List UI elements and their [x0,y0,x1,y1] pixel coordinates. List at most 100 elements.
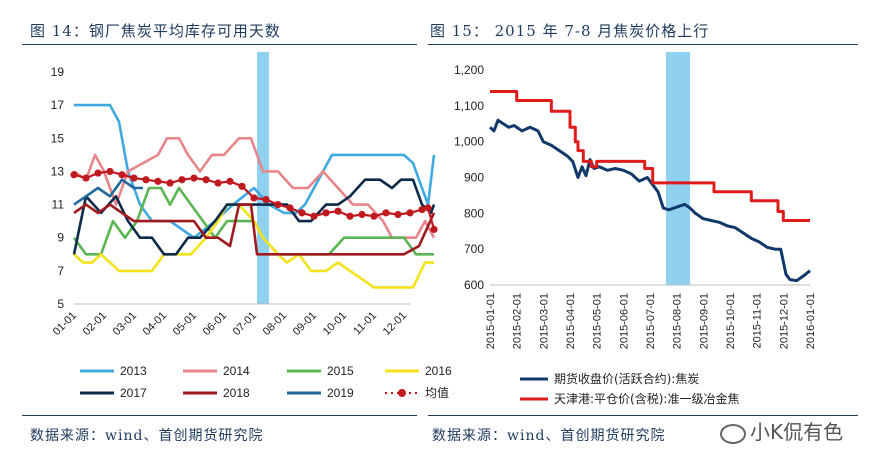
left-legend-label: 2019 [327,386,354,400]
left-x-tick-label: 11-01 [351,310,379,338]
right-series-line-0 [488,118,811,283]
left-series-point-均值 [70,171,78,179]
right-title-rule [428,44,858,45]
left-series-point-均值 [238,182,246,190]
left-series-point-均值 [94,169,102,177]
left-series-point-均值 [406,209,414,217]
left-legend-label: 2017 [120,386,147,400]
left-legend-swatch-marker [398,389,406,397]
right-x-tick-label: 2015-09-01 [698,293,710,349]
left-series-point-均值 [346,212,354,220]
left-x-tick-label: 07-01 [231,310,259,338]
left-series-point-均值 [430,225,438,234]
left-y-tick-label: 11 [52,198,65,212]
left-y-tick-label: 7 [57,264,64,278]
left-legend-label: 2015 [327,364,354,378]
left-series-point-均值 [226,177,234,185]
right-x-tick-label: 2015-04-01 [565,293,577,349]
left-series-point-均值 [82,174,90,182]
left-series-point-均值 [334,207,342,215]
right-legend-label: 天津港:平仓价(含税):准一级冶金焦 [554,391,739,406]
left-series-point-均值 [106,167,114,176]
right-x-tick-label: 2016-01-01 [805,293,817,349]
wechat-icon [720,423,746,444]
left-legend-label: 2014 [223,364,250,378]
left-series-point-均值 [154,177,162,185]
left-series-point-均值 [130,174,138,182]
left-series-point-均值 [424,204,432,212]
left-x-tick-label: 04-01 [141,310,169,338]
left-series-point-均值 [178,176,186,184]
right-x-tick-label: 2015-01-01 [485,293,497,349]
left-series-point-均值 [118,171,126,179]
left-y-tick-label: 17 [51,98,65,112]
left-x-tick-label: 12-01 [381,310,409,338]
right-y-tick-label: 900 [464,171,484,185]
right-x-tick-label: 2015-02-01 [512,293,524,349]
left-y-tick-label: 15 [51,131,65,145]
left-series-point-均值 [286,204,294,212]
left-series-point-均值 [322,209,330,217]
left-series-point-均值 [370,212,378,220]
left-series-point-均值 [274,200,282,209]
left-highlight-band [257,52,269,304]
left-x-tick-label: 10-01 [321,310,349,338]
watermark: 小K侃有色 [720,416,843,445]
left-x-tick-label: 06-01 [201,310,229,338]
left-series-line-2018 [73,203,436,256]
left-series-line-2015 [72,186,434,256]
left-series-point-均值 [418,205,426,214]
right-y-tick-label: 800 [464,206,484,220]
right-y-tick-label: 700 [464,242,484,256]
left-series-point-均值 [394,210,402,219]
right-source-note: 数据来源：wind、首创期货研究院 [432,428,666,444]
left-x-tick-label: 08-01 [261,310,289,338]
left-y-tick-label: 5 [57,297,64,311]
right-x-tick-label: 2015-05-01 [592,293,604,349]
right-y-tick-label: 1,200 [454,63,484,77]
right-highlight-band [666,52,690,285]
left-source-rule [22,415,417,416]
right-legend-label: 期货收盘价(活跃合约):焦炭 [554,371,699,386]
left-series-point-均值 [190,174,198,182]
left-series-point-均值 [262,196,270,204]
left-title-rule [22,44,417,45]
left-series-line-2019 [73,178,143,206]
right-x-tick-label: 2015-06-01 [618,293,630,349]
left-series-point-均值 [166,179,174,187]
right-y-tick-label: 1,000 [454,135,484,149]
left-legend-label: 2018 [223,386,250,400]
left-y-tick-label: 9 [57,231,64,245]
right-y-tick-label: 600 [464,278,484,292]
left-series-point-均值 [358,210,366,219]
left-x-tick-label: 05-01 [171,310,199,338]
left-series-point-均值 [298,209,306,217]
left-chart-title: 图 14：钢厂焦炭平均库存可用天数 [30,22,281,40]
right-y-tick-label: 1,100 [454,99,484,113]
left-series-point-均值 [214,179,222,187]
left-legend-label: 2013 [120,364,147,378]
right-x-tick-label: 2015-11-01 [752,293,764,348]
left-x-tick-label: 03-01 [111,310,139,338]
right-x-tick-label: 2015-12-01 [778,293,790,349]
right-x-tick-label: 2015-10-01 [725,293,737,349]
left-series-line-2017 [72,178,436,256]
left-y-tick-label: 19 [51,65,65,79]
right-x-tick-label: 2015-03-01 [538,293,550,349]
right-chart-title: 图 15： 2015 年 7-8 月焦炭价格上行 [430,22,710,40]
left-y-tick-label: 13 [51,164,65,178]
left-series-point-均值 [310,212,318,220]
left-legend-label: 均值 [425,385,449,400]
left-x-tick-label: 09-01 [291,310,319,338]
left-series-point-均值 [382,209,390,217]
right-x-tick-label: 2015-07-01 [645,293,657,349]
left-source-note: 数据来源：wind、首创期货研究院 [30,428,264,444]
left-legend-label: 2016 [425,364,452,378]
left-series-point-均值 [142,176,150,184]
left-x-tick-label: 01-01 [51,310,79,338]
right-x-tick-label: 2015-08-01 [672,293,684,349]
right-series-line-1 [490,90,810,222]
left-series-point-均值 [202,176,210,184]
left-series-point-均值 [250,194,258,202]
